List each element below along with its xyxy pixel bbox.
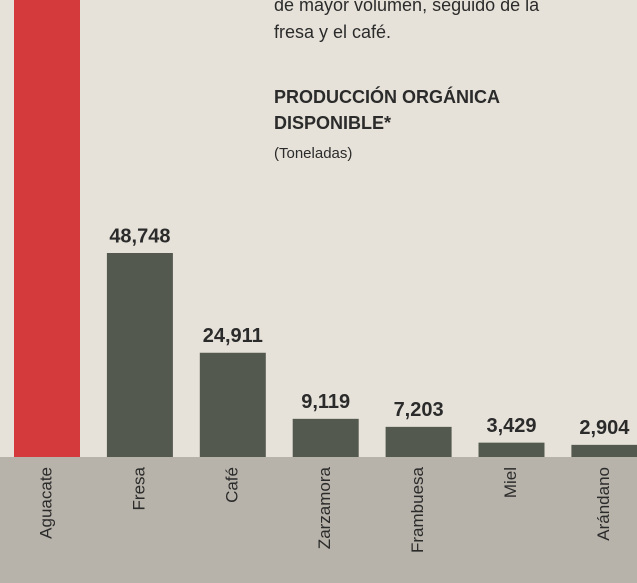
x-tick-label: Fresa <box>129 466 148 510</box>
bar <box>106 253 173 457</box>
bar <box>385 426 452 457</box>
x-tick-label: Café <box>222 467 241 503</box>
x-tick-label: Zarzamora <box>315 466 334 549</box>
x-tick-label: Aguacate <box>36 467 55 539</box>
bar <box>292 418 359 457</box>
intro-line: fresa y el café. <box>274 22 391 42</box>
x-tick-label: Miel <box>501 467 520 498</box>
value-label: 7,203 <box>394 399 444 421</box>
bar <box>199 352 266 457</box>
category-band <box>0 457 637 583</box>
value-label: 2,904 <box>579 417 630 439</box>
bar <box>14 0 80 457</box>
value-label: 9,119 <box>301 391 350 413</box>
value-label: 48,748 <box>109 225 170 247</box>
value-label: 24,911 <box>203 325 263 347</box>
chart-title: PRODUCCIÓN ORGÁNICA <box>274 86 500 107</box>
x-tick-label: Arándano <box>594 467 613 541</box>
x-tick-label: Frambuesa <box>408 466 427 553</box>
value-label: 3,429 <box>486 415 536 437</box>
chart-title: DISPONIBLE* <box>274 113 391 133</box>
bar <box>478 442 545 457</box>
bar <box>571 444 637 457</box>
chart-subtitle: (Toneladas) <box>274 145 352 162</box>
intro-line: de mayor volumen, seguido de la <box>274 0 540 15</box>
